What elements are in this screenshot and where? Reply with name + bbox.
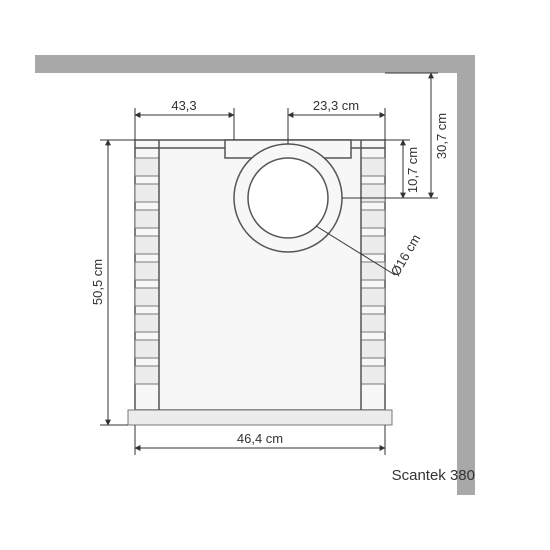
unit-body xyxy=(128,140,392,425)
dim-right-inner: 10,7 cm xyxy=(385,140,420,198)
dim-diameter-label: Ø16 cm xyxy=(388,232,424,279)
dim-left-height: 50,5 cm xyxy=(90,140,135,425)
dim-top-left-label: 43,3 xyxy=(171,98,196,113)
dim-bottom-label: 46,4 cm xyxy=(237,431,283,446)
dim-top-right: 23,3 cm xyxy=(288,98,385,144)
dim-bottom: 46,4 cm xyxy=(135,425,385,455)
dim-right-upper-label: 30,7 cm xyxy=(434,113,449,159)
slats-right xyxy=(361,158,385,384)
dim-right-inner-label: 10,7 cm xyxy=(405,147,420,193)
dim-top-right-label: 23,3 cm xyxy=(313,98,359,113)
dim-left-height-label: 50,5 cm xyxy=(90,259,105,305)
dim-top-left: 43,3 xyxy=(135,98,234,140)
slats-left xyxy=(135,158,159,384)
product-name: Scantek 380 xyxy=(392,467,475,484)
